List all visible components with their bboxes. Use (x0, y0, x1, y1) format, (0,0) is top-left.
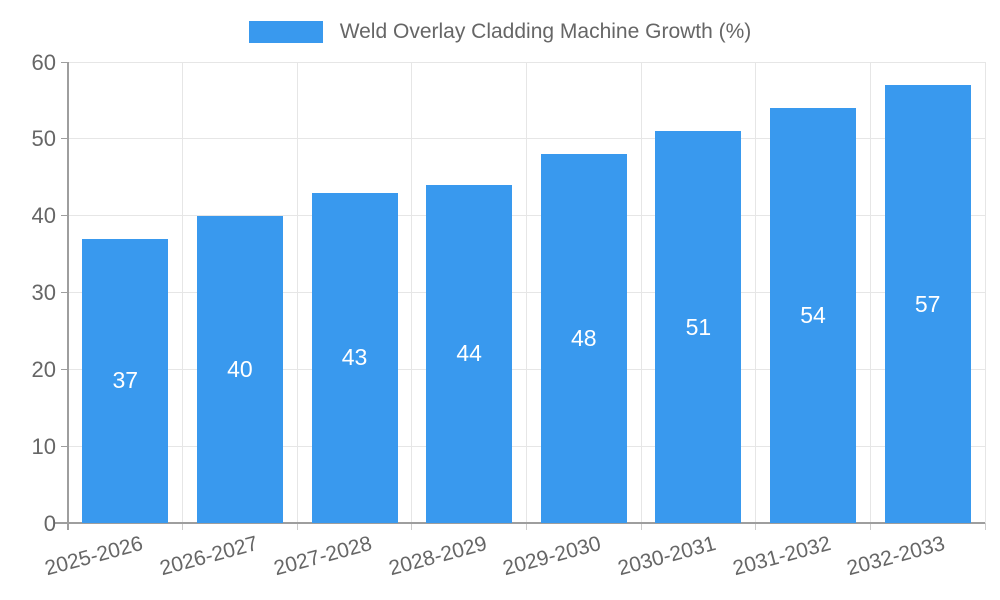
bar-value-label: 57 (914, 290, 941, 317)
chart-legend[interactable]: Weld Overlay Cladding Machine Growth (%) (0, 18, 1000, 46)
bar[interactable] (82, 238, 169, 523)
x-axis-tick (411, 523, 413, 530)
bar[interactable] (540, 154, 627, 523)
x-axis-tick-label: 2032-2033 (844, 532, 948, 581)
bar-value-label: 44 (456, 340, 482, 367)
gridline-vertical (411, 62, 413, 523)
x-axis-tick-label: 2029-2030 (500, 532, 604, 581)
y-axis-tick-label: 30 (31, 280, 56, 305)
bar[interactable] (196, 215, 283, 523)
bar[interactable] (311, 192, 398, 523)
x-axis-tick (182, 523, 184, 530)
y-axis-tick (61, 368, 68, 370)
x-axis-tick-label: 2026-2027 (156, 532, 260, 581)
x-axis-tick-label: 2025-2026 (42, 532, 146, 581)
y-axis-tick-label: 40 (31, 203, 56, 229)
gridline-vertical (296, 62, 298, 523)
x-axis-tick (296, 523, 298, 530)
x-axis-line (54, 522, 985, 524)
gridline-vertical (984, 62, 986, 523)
legend-color-swatch (248, 21, 323, 43)
bar-value-label: 54 (800, 302, 826, 329)
y-axis-tick (61, 61, 68, 63)
bar-value-label: 43 (341, 344, 368, 371)
x-axis-tick (640, 523, 642, 530)
gridline-vertical (182, 62, 184, 523)
bar[interactable] (884, 85, 971, 523)
y-axis-tick (61, 445, 68, 447)
bar-value-label: 48 (571, 325, 597, 352)
x-axis-tick-label: 2027-2028 (271, 532, 375, 581)
x-axis-tick (869, 523, 871, 530)
x-axis-tick-label: 2031-2032 (730, 532, 834, 581)
y-axis-tick-label: 20 (31, 356, 56, 382)
y-axis-line (67, 62, 69, 530)
bar-value-label: 37 (112, 367, 139, 394)
legend-label: Weld Overlay Cladding Machine Growth (%) (339, 20, 752, 43)
bar[interactable] (655, 131, 742, 523)
y-axis-tick-label: 10 (31, 433, 56, 459)
gridline-vertical (869, 62, 871, 523)
bar[interactable] (426, 184, 513, 523)
bar[interactable] (770, 108, 857, 523)
x-axis-tick (755, 523, 757, 530)
gridline-vertical (526, 62, 527, 523)
bar-value-label: 40 (227, 355, 253, 382)
y-axis-tick-label: 50 (31, 126, 56, 152)
x-axis-tick-label: 2030-2031 (615, 532, 719, 581)
y-axis-tick (61, 292, 68, 293)
y-axis-tick-label: 60 (31, 49, 56, 75)
y-axis-tick (61, 138, 68, 140)
x-axis-tick (984, 523, 986, 530)
x-axis-tick-label: 2028-2029 (386, 532, 490, 581)
bar-value-label: 51 (685, 313, 712, 340)
gridline-vertical (640, 62, 642, 523)
x-axis-tick (526, 523, 527, 530)
y-axis-tick-label: 0 (43, 510, 56, 536)
gridline-vertical (755, 62, 757, 523)
y-axis-tick (61, 215, 68, 217)
